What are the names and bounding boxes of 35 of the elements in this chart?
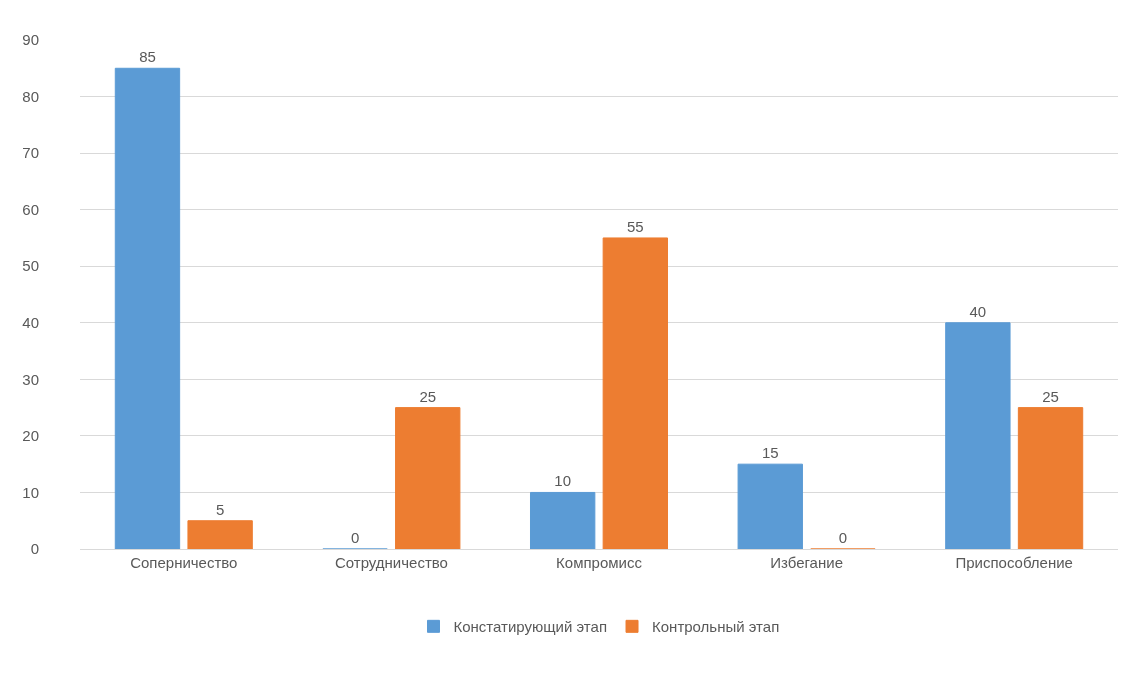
y-tick-label: 80 bbox=[22, 87, 39, 105]
data-label: 55 bbox=[626, 217, 644, 235]
data-label: 0 bbox=[350, 529, 360, 546]
bar bbox=[1017, 407, 1084, 549]
y-tick-label: 20 bbox=[22, 427, 39, 445]
legend-label: Констатирующий этап bbox=[453, 618, 608, 636]
y-tick-label: 60 bbox=[22, 200, 39, 218]
data-label: 25 bbox=[1042, 387, 1059, 405]
y-tick-label: 30 bbox=[22, 370, 39, 388]
data-label: 0 bbox=[838, 529, 848, 546]
data-label: 40 bbox=[969, 302, 987, 320]
x-tick-label: Приспособление bbox=[955, 554, 1073, 571]
x-tick-label: Компромисс bbox=[556, 554, 643, 571]
data-label: 85 bbox=[139, 48, 156, 66]
y-tick-label: 40 bbox=[22, 314, 39, 332]
bar bbox=[945, 322, 1011, 549]
data-label: 25 bbox=[419, 387, 437, 405]
data-label: 15 bbox=[761, 444, 779, 462]
y-tick-label: 90 bbox=[22, 31, 39, 49]
bar bbox=[187, 520, 253, 549]
bar bbox=[602, 237, 669, 549]
y-tick-label: 0 bbox=[30, 540, 39, 558]
data-label: 5 bbox=[215, 500, 225, 518]
bar bbox=[114, 67, 181, 549]
x-tick-label: Соперничество bbox=[130, 554, 238, 571]
bar bbox=[395, 407, 461, 549]
y-tick-label: 10 bbox=[22, 483, 39, 501]
x-tick-label: Сотрудничество bbox=[334, 554, 448, 571]
y-tick-label: 70 bbox=[22, 144, 39, 162]
y-tick-label: 50 bbox=[22, 257, 39, 275]
bar bbox=[529, 491, 596, 549]
data-label: 10 bbox=[554, 472, 572, 490]
x-tick-label: Избегание bbox=[770, 554, 843, 571]
bar bbox=[737, 463, 803, 549]
legend-label: Контрольный этап bbox=[652, 618, 780, 636]
